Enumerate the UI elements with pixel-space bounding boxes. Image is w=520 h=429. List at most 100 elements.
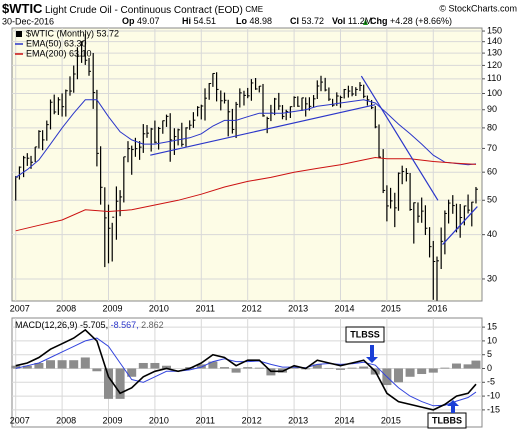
histogram-bar [22,365,32,369]
y-tick-label: 150 [487,25,502,35]
annotation-arrowhead [447,400,459,406]
annotation-box [345,326,385,343]
macd-line [15,337,477,407]
x-tick-label: 2010 [149,415,169,425]
quote-label: Chg [370,16,388,26]
quote-item: Hi 54.51 [182,16,216,26]
y-tick-label: 15 [487,321,497,331]
histogram-bar [428,368,438,373]
histogram-bar [359,366,369,369]
quote-label: Cl [290,16,299,26]
macd-value: 2.862 [141,320,164,330]
x-tick-label: 2011 [196,303,215,313]
histogram-bar [393,368,403,383]
macd-legend: MACD(12,26,9) -5.705, -8.567, 2.862 [15,320,164,330]
y-tick-label: 0 [487,363,492,373]
macd-label: MACD(12,26,9) [15,320,78,330]
histogram-bar [451,363,461,369]
quote-label: Hi [182,16,191,26]
annotation-arrowhead [366,357,378,363]
histogram-bar [69,360,79,369]
annotation-box [427,412,467,429]
quote-item: Chg +4.28 (+8.66%) [370,16,452,26]
histogram-bar [440,367,450,369]
quote-value: 48.98 [250,16,273,26]
y-tick-label: 90 [487,104,497,114]
y-tick-label: -15 [487,404,500,414]
y-tick-label: 60 [487,167,497,177]
histogram-bar [104,368,114,399]
annotation-text: TLBSS [350,329,380,339]
plot-area [11,317,483,428]
histogram-bar [80,357,90,369]
x-tick-label: 2007 [10,303,30,313]
histogram-bar [335,368,345,370]
exchange: CME [245,5,263,14]
up-triangle [363,19,368,25]
histogram-bar [150,362,160,369]
quote-value: 53.72 [302,16,325,26]
symbol: $WTIC [2,1,43,16]
histogram-bar [219,367,229,369]
trendline [442,206,478,245]
histogram-bar [324,367,334,369]
histogram-bar [196,364,206,369]
y-tick-label: 40 [487,229,497,239]
histogram-bar [57,360,67,369]
histogram-bar [254,367,264,369]
y-tick-label: 30 [487,273,497,283]
x-tick-label: 2014 [334,303,354,313]
x-tick-label: 2009 [102,303,122,313]
histogram-bar [115,368,125,399]
histogram-bar [34,362,44,369]
source: © StockCharts.com [439,3,517,13]
histogram-bar [312,364,322,369]
histogram-bar [92,368,102,372]
y-tick-label: 5 [487,349,492,359]
quote-label: Vol [332,16,345,26]
macd-line [15,328,477,411]
y-tick-label: 50 [487,195,497,205]
y-tick-label: 120 [487,60,502,70]
x-tick-label: 2007 [10,415,30,425]
quote-value: 11.2M [348,16,372,26]
macd-value: -8.567, [111,320,139,330]
macd-value: -5.705, [80,320,108,330]
quote-item: Cl 53.72 [290,16,324,26]
histogram-bar [289,367,299,369]
y-tick-label: 80 [487,122,497,132]
quote-item: Vol 11.2M [332,16,372,26]
histogram-bar [405,368,415,377]
y-tick-label: 100 [487,88,502,98]
x-tick-label: 2011 [196,415,215,425]
x-tick-label: 2010 [149,303,169,313]
x-tick-label: 2014 [334,415,354,425]
trendline [150,104,376,156]
y-tick-label: 140 [487,36,502,46]
plot-area [11,27,483,302]
histogram-bar [46,360,56,369]
x-tick-label: 2013 [288,303,308,313]
y-tick-label: -10 [487,390,500,400]
quote-value: 49.07 [137,16,160,26]
histogram-bar [208,361,218,369]
y-tick-label: -5 [487,377,495,387]
y-tick-label: 70 [487,143,497,153]
quote-item: Lo 48.98 [236,16,272,26]
y-tick-label: 130 [487,47,502,57]
legend-label: EMA(50) 63.30 [26,38,87,48]
x-tick-label: 2016 [427,303,447,313]
date: 30-Dec-2016 [2,16,54,26]
y-tick-label: 10 [487,335,497,345]
x-tick-label: 2015 [381,415,401,425]
instrument-name: Light Crude Oil - Continuous Contract (E… [45,5,243,16]
histogram-bar [11,365,21,369]
histogram-bar [417,368,427,375]
annotation-text: TLBBS [432,415,462,425]
histogram-bar [471,360,481,369]
x-tick-label: 2008 [56,415,76,425]
ema-line [15,99,477,178]
histogram-bar [347,367,357,369]
histogram-bar [231,368,241,373]
x-tick-label: 2012 [242,303,262,313]
